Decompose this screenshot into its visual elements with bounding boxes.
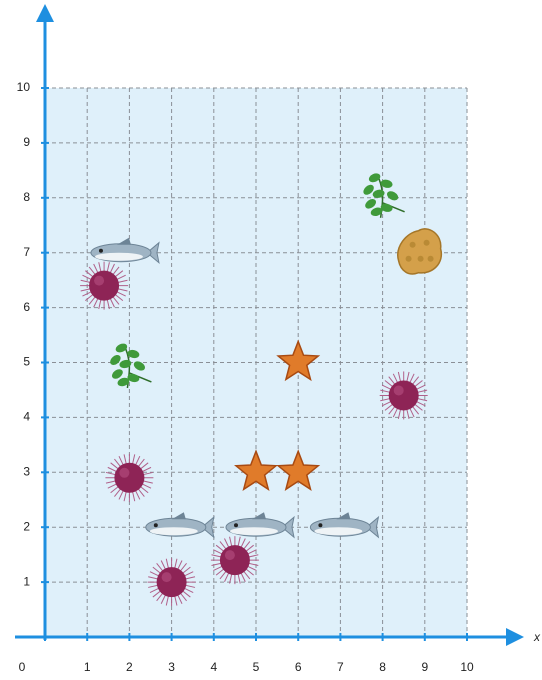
- seaweed-leaf: [387, 191, 399, 201]
- seaweed-leaf: [380, 179, 393, 188]
- fish-tail: [146, 241, 160, 264]
- y-tick-label: 4: [23, 410, 30, 424]
- fish-tail: [201, 515, 215, 539]
- y-tick-label: 3: [23, 464, 30, 478]
- seaweed-leaf: [363, 184, 374, 195]
- y-tick-label: 1: [23, 574, 30, 588]
- fish-eye: [153, 523, 158, 528]
- x-tick-label: 1: [84, 660, 91, 674]
- fish-belly: [314, 527, 363, 536]
- y-axis-arrow: [36, 4, 54, 22]
- urchin-shine: [393, 385, 404, 396]
- seaweed-leaf: [370, 207, 383, 217]
- seaweed-leaf: [133, 361, 145, 371]
- urchin-body: [114, 462, 145, 493]
- point: [80, 261, 129, 310]
- fish-eye: [318, 523, 323, 528]
- y-tick-label: 7: [23, 245, 30, 259]
- x-tick-label: 8: [379, 660, 386, 674]
- point: [309, 512, 380, 539]
- seaweed-leaf: [380, 203, 393, 212]
- seaweed-leaf: [127, 349, 140, 359]
- fish-tail: [281, 515, 295, 539]
- fish-fin: [171, 512, 186, 520]
- sponge-hole: [409, 241, 416, 248]
- seaweed-leaf: [127, 373, 140, 383]
- seaweed-leaf: [368, 173, 381, 183]
- fish-eye: [234, 523, 238, 528]
- urchin-shine: [161, 572, 172, 583]
- sponge-body: [397, 228, 443, 275]
- urchin-body: [388, 380, 419, 411]
- x-tick-label: 3: [168, 660, 175, 674]
- seaweed-leaf: [372, 189, 385, 198]
- x-tick-label: 4: [210, 660, 217, 674]
- point: [110, 343, 152, 389]
- urchin-body: [219, 545, 250, 576]
- urchin-body: [89, 270, 120, 301]
- fish-fin: [116, 237, 131, 245]
- urchin-shine: [119, 467, 130, 478]
- fish-belly: [230, 527, 278, 536]
- seaweed-leaf: [110, 354, 121, 365]
- fish-belly: [94, 252, 143, 261]
- point: [145, 512, 215, 539]
- fish-eye: [98, 248, 103, 253]
- y-tick-label: 5: [23, 355, 30, 369]
- x-tick-label: 6: [295, 660, 302, 674]
- seaweed-leaf: [365, 199, 376, 209]
- x-tick-label: 2: [126, 660, 133, 674]
- urchin-body: [156, 567, 187, 598]
- x-tick-label: 10: [460, 660, 474, 674]
- seaweed-leaf: [119, 359, 132, 369]
- point: [397, 228, 443, 275]
- y-tick-label: 8: [23, 190, 30, 204]
- point: [105, 453, 154, 502]
- x-axis-arrow: [506, 628, 524, 646]
- fish-tail: [365, 515, 380, 539]
- urchin-shine: [94, 275, 105, 286]
- star-shape: [276, 449, 321, 491]
- star-shape: [234, 449, 278, 491]
- seaweed-leaf: [117, 377, 130, 387]
- point: [276, 339, 321, 382]
- point: [276, 449, 321, 491]
- sponge-hole: [423, 239, 430, 246]
- fish-belly: [149, 527, 198, 536]
- point: [225, 512, 295, 539]
- x-tick-label: 5: [253, 660, 260, 674]
- fish-fin: [336, 512, 351, 520]
- point: [90, 237, 160, 264]
- y-tick-label: 9: [23, 135, 30, 149]
- x-axis-label: x: [533, 630, 541, 644]
- star-shape: [276, 339, 321, 382]
- point: [379, 371, 428, 420]
- x-tick-label: 7: [337, 660, 344, 674]
- y-tick-label: 2: [23, 519, 30, 533]
- point: [363, 173, 405, 218]
- y-tick-label: 6: [23, 300, 30, 314]
- sponge-hole: [405, 255, 412, 262]
- point: [147, 558, 196, 607]
- x-tick-label: 9: [421, 660, 428, 674]
- seaweed-leaf: [112, 369, 123, 379]
- seaweed-leaf: [115, 343, 128, 353]
- sponge-hole: [427, 255, 434, 262]
- point: [234, 449, 278, 491]
- grid: [45, 87, 468, 637]
- point: [210, 536, 259, 585]
- fish-fin: [252, 512, 266, 520]
- urchin-shine: [224, 550, 235, 561]
- sponge-hole: [417, 255, 424, 262]
- x-tick-label: 0: [19, 660, 26, 674]
- y-tick-label: 10: [17, 80, 31, 94]
- axes: [15, 4, 524, 646]
